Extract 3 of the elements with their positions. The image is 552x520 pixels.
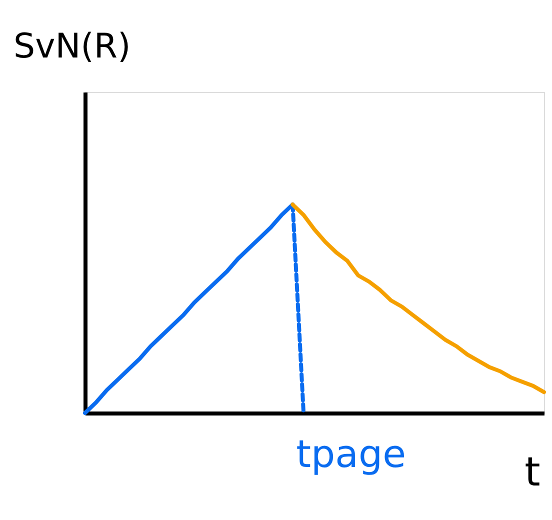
text: tpage	[296, 432, 406, 476]
y-axis-title: SvN(R)	[14, 26, 131, 66]
x-axis-title: t	[524, 450, 540, 496]
